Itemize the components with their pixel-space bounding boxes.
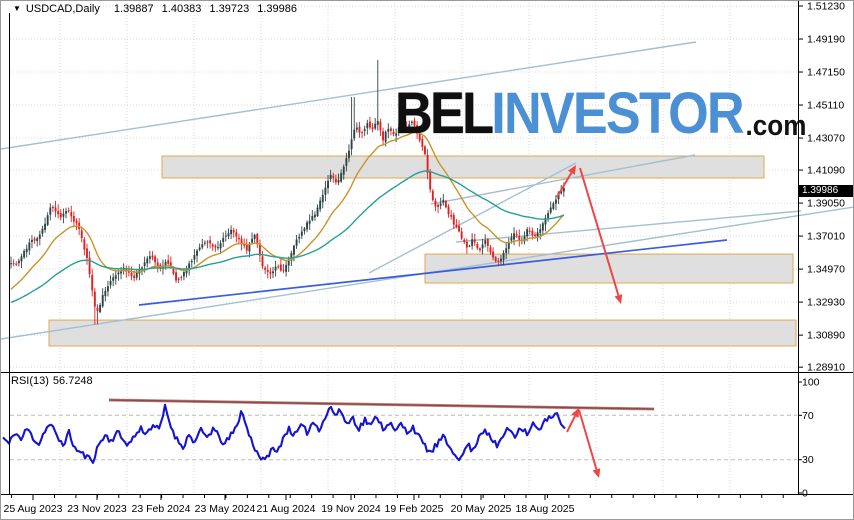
rsi-name: RSI(13)	[11, 375, 49, 387]
forecast-arrows[interactable]	[556, 165, 623, 304]
chart-title: ▼ USDCAD,Daily 1.39887 1.40383 1.39723 1…	[13, 2, 305, 15]
grid-lines	[10, 3, 797, 493]
analysis-zones[interactable]	[48, 155, 797, 347]
candlesticks[interactable]	[10, 59, 565, 325]
price-axis-label: 1.41090	[807, 165, 845, 177]
blue-trendline[interactable]	[138, 239, 728, 306]
date-axis-label: 23 Feb 2024	[132, 503, 191, 515]
lower-support-zone[interactable]	[48, 319, 797, 347]
date-axis-label: 23 Nov 2023	[67, 503, 127, 515]
price-axis-label: 1.28910	[807, 362, 845, 374]
rally-support-line[interactable]	[368, 162, 577, 274]
quote-high: 1.40383	[161, 2, 202, 15]
symbol-timeframe-label: USDCAD,Daily	[25, 2, 100, 15]
rsi-pane[interactable]	[2, 398, 655, 478]
rsi-resistance-line	[108, 399, 655, 410]
mid-channel-line[interactable]	[430, 154, 696, 205]
price-axis-label: 1.37010	[807, 231, 845, 243]
price-axis: 1.51230 1.49190 1.47150 1.45110 1.43070 1.410…	[798, 1, 845, 374]
rsi-value: 56.7248	[52, 375, 93, 387]
current-price-tag: 1.39986	[799, 185, 853, 197]
rsi-scale-label: 70	[802, 410, 814, 422]
date-axis-label: 19 Feb 2025	[385, 503, 444, 515]
rsi-down-arrow	[592, 468, 601, 478]
quote-open: 1.39887	[113, 2, 154, 15]
chart-frame	[1, 1, 853, 495]
rsi-scale-label: 0	[802, 488, 808, 500]
support-zone[interactable]	[424, 253, 794, 284]
date-axis-label: 20 May 2025	[451, 503, 512, 515]
rsi-up-arrow	[571, 408, 579, 418]
date-axis-label: 23 May 2024	[195, 503, 256, 515]
price-axis-label: 1.49190	[807, 34, 845, 46]
price-axis-label: 1.34970	[807, 264, 845, 276]
resistance-zone[interactable]	[161, 155, 765, 179]
quote-low: 1.39723	[209, 2, 250, 15]
price-axis-label: 1.32930	[807, 297, 845, 309]
date-axis-label: 21 Aug 2024	[257, 503, 316, 515]
price-axis-label: 1.45110	[807, 100, 844, 112]
ma-slow-teal	[10, 170, 565, 304]
date-axis-label: 19 Nov 2024	[321, 503, 381, 515]
price-down-arrow	[614, 294, 623, 304]
price-up-arrow	[567, 165, 576, 175]
trendlines[interactable]	[1, 41, 854, 340]
date-axis-label: 25 Aug 2023	[4, 503, 63, 515]
upper-channel-line[interactable]	[1, 41, 697, 150]
rsi-line	[2, 403, 566, 464]
rsi-indicator-label: RSI(13) 56.7248	[11, 375, 93, 387]
time-axis: 25 Aug 2023 23 Nov 2023 23 Feb 2024 23 May …	[4, 495, 784, 515]
date-axis-label: 18 Aug 2025	[516, 503, 575, 515]
price-axis-label: 1.39050	[807, 198, 845, 210]
price-axis-label: 1.51230	[807, 1, 845, 13]
price-axis-label: 1.43070	[807, 133, 845, 145]
ma-fast-orange	[10, 131, 565, 290]
quote-close: 1.39986	[257, 2, 297, 15]
right-ascending-line[interactable]	[455, 210, 802, 243]
rsi-scale-label: 30	[802, 454, 814, 466]
symbol-dropdown-icon[interactable]: ▼	[13, 4, 21, 13]
price-axis-label: 1.47150	[807, 67, 845, 79]
rsi-scale-label: 100	[802, 377, 820, 389]
rsi-axis: 100 70 30 0	[798, 377, 820, 500]
moving-averages	[10, 131, 565, 304]
price-axis-label: 1.30890	[807, 330, 845, 342]
